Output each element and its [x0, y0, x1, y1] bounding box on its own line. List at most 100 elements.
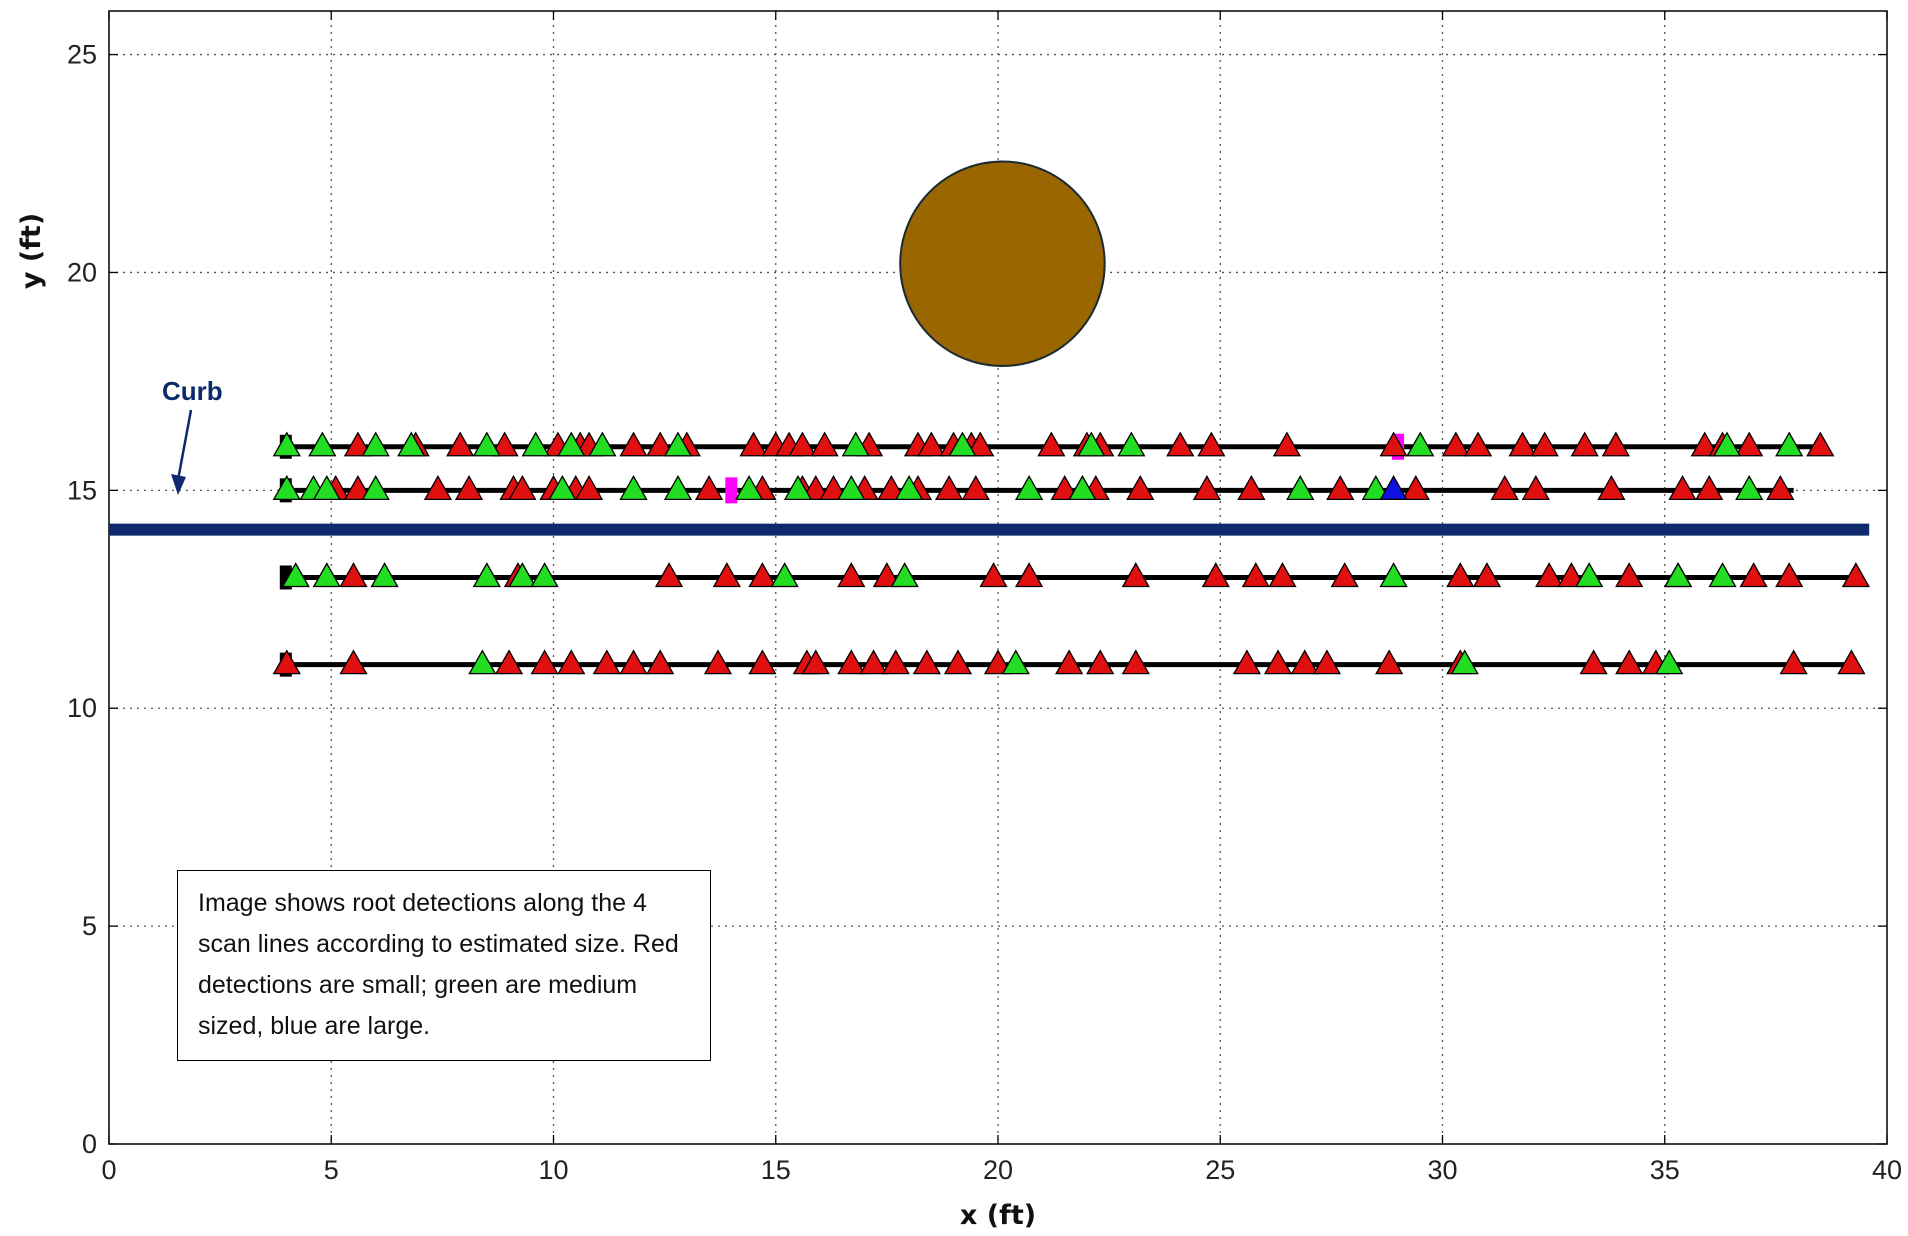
x-tick-label: 15 [761, 1155, 791, 1185]
small-detection-marker [801, 649, 830, 675]
small-detection-marker [877, 475, 906, 500]
y-tick-label: 15 [67, 475, 97, 505]
curb-arrow-shaft [176, 409, 193, 481]
small-detection-marker [1121, 562, 1150, 588]
small-detection-marker [619, 649, 648, 675]
small-detection-marker [912, 649, 941, 675]
small-detection-marker [1668, 475, 1697, 500]
medium-detection-marker [588, 431, 617, 457]
small-detection-marker [1268, 562, 1297, 588]
small-detection-marker [1379, 431, 1408, 457]
small-detection-marker [1232, 649, 1262, 675]
annotation-box: Image shows root detections along the 4 … [177, 870, 711, 1061]
scan-lines [272, 431, 1870, 677]
y-tick-label: 10 [67, 693, 97, 723]
small-detection-marker [592, 649, 621, 675]
x-tick-label: 20 [983, 1155, 1013, 1185]
small-detection-marker [1579, 649, 1608, 675]
small-detection-marker [1401, 475, 1430, 500]
small-detection-marker [343, 431, 373, 457]
small-detection-marker [1197, 431, 1226, 457]
small-detection-marker [1272, 431, 1302, 457]
medium-detection-marker [1712, 431, 1742, 457]
small-detection-marker [1050, 475, 1079, 500]
medium-detection-marker [272, 431, 301, 457]
medium-detection-marker [397, 431, 426, 457]
small-detection-marker [1535, 562, 1564, 588]
medium-detection-marker [521, 431, 550, 457]
small-detection-marker [1463, 431, 1493, 457]
medium-detection-marker [1015, 475, 1044, 500]
large-detection-marker [1379, 475, 1408, 500]
medium-detection-marker [1286, 475, 1315, 500]
small-detection-marker [1775, 562, 1804, 588]
small-detection-marker [1330, 562, 1359, 588]
y-axis-label: y (ft) [16, 213, 47, 289]
medium-detection-marker [1077, 431, 1106, 457]
small-detection-marker [1166, 431, 1195, 457]
small-detection-marker [966, 431, 995, 457]
small-detection-marker [1735, 431, 1764, 457]
small-detection-marker [1508, 431, 1537, 457]
medium-detection-marker [1655, 649, 1684, 675]
small-detection-marker [490, 431, 519, 457]
small-detection-marker [530, 649, 559, 675]
small-detection-marker [703, 649, 733, 675]
small-detection-marker [837, 562, 866, 588]
small-detection-marker [1375, 649, 1404, 675]
small-detection-marker [1126, 475, 1155, 500]
scan-line-group [272, 649, 1866, 677]
medium-detection-marker [272, 475, 301, 500]
small-detection-marker [272, 649, 301, 675]
medium-detection-marker [1379, 562, 1408, 588]
medium-detection-marker [1406, 431, 1435, 457]
small-detection-marker [788, 431, 817, 457]
medium-detection-marker [557, 431, 586, 457]
small-detection-marker [1695, 475, 1724, 500]
small-detection-marker [574, 475, 604, 500]
medium-detection-marker [841, 431, 870, 457]
x-tick-label: 5 [324, 1155, 339, 1185]
scan-line-group [272, 431, 1835, 460]
small-detection-marker [1312, 649, 1342, 675]
medium-detection-marker [308, 431, 337, 457]
medium-detection-marker [1735, 475, 1764, 500]
scan-line-group [279, 562, 1870, 590]
y-tick-label: 5 [82, 911, 97, 941]
medium-detection-marker [472, 562, 501, 588]
small-detection-marker [1055, 649, 1084, 675]
small-detection-marker [712, 562, 741, 588]
medium-detection-marker [530, 562, 559, 588]
small-detection-marker [1290, 649, 1319, 675]
small-detection-marker [1615, 649, 1644, 675]
medium-detection-marker [663, 475, 693, 500]
small-detection-marker [979, 562, 1008, 588]
small-detection-marker [508, 475, 537, 500]
medium-detection-marker [1450, 649, 1479, 675]
medium-detection-marker [361, 431, 390, 457]
curb-arrow-head [171, 474, 186, 495]
scan-line-group [272, 475, 1795, 504]
small-detection-marker [748, 649, 777, 675]
small-detection-marker [1201, 562, 1230, 588]
medium-detection-marker [663, 431, 693, 457]
small-detection-marker [1806, 431, 1835, 457]
small-detection-marker [1837, 649, 1866, 675]
small-detection-marker [646, 649, 675, 675]
small-detection-marker [1441, 431, 1470, 457]
small-detection-marker [1472, 562, 1502, 588]
small-detection-marker [1037, 431, 1066, 457]
small-detection-marker [1241, 562, 1270, 588]
small-detection-marker [1263, 649, 1293, 675]
medium-detection-marker [508, 562, 537, 588]
small-detection-marker [859, 649, 888, 675]
small-detection-marker [454, 475, 484, 500]
medium-detection-marker [734, 475, 764, 500]
small-detection-marker [1597, 475, 1626, 500]
small-detection-marker [748, 562, 777, 588]
medium-detection-marker [1775, 431, 1804, 457]
small-detection-marker [339, 649, 368, 675]
medium-detection-marker [281, 562, 310, 588]
medium-detection-marker [770, 562, 799, 588]
small-detection-marker [1530, 431, 1559, 457]
